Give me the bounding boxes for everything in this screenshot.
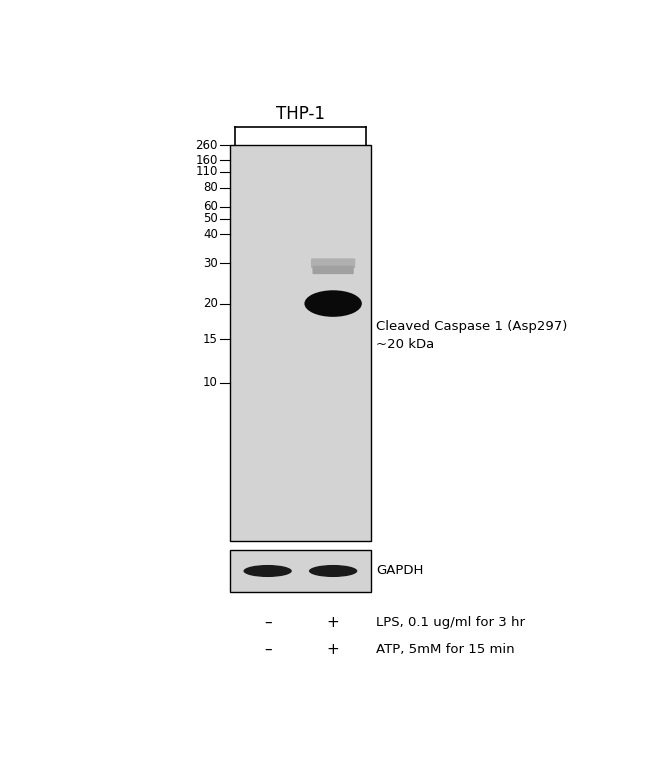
Text: 80: 80 <box>203 181 218 194</box>
Text: 15: 15 <box>203 332 218 346</box>
Text: GAPDH: GAPDH <box>376 564 423 578</box>
Text: +: + <box>327 642 339 657</box>
Text: ATP, 5mM for 15 min: ATP, 5mM for 15 min <box>376 643 515 656</box>
Text: 10: 10 <box>203 376 218 389</box>
Text: 160: 160 <box>196 154 218 166</box>
Ellipse shape <box>309 565 358 577</box>
Text: –: – <box>264 642 272 657</box>
Text: 20: 20 <box>203 297 218 310</box>
Text: 110: 110 <box>196 165 218 179</box>
FancyBboxPatch shape <box>311 259 356 268</box>
Text: 50: 50 <box>203 212 218 225</box>
Text: THP-1: THP-1 <box>276 105 325 123</box>
Text: Cleaved Caspase 1 (Asp297)
~20 kDa: Cleaved Caspase 1 (Asp297) ~20 kDa <box>376 320 567 351</box>
Bar <box>230 550 371 592</box>
Ellipse shape <box>304 290 362 317</box>
FancyBboxPatch shape <box>313 266 354 274</box>
Text: LPS, 0.1 ug/ml for 3 hr: LPS, 0.1 ug/ml for 3 hr <box>376 615 525 629</box>
Text: 30: 30 <box>203 256 218 270</box>
Text: 260: 260 <box>196 139 218 152</box>
Text: –: – <box>264 615 272 630</box>
Ellipse shape <box>244 565 292 577</box>
Text: +: + <box>327 615 339 630</box>
Text: 60: 60 <box>203 200 218 213</box>
Bar <box>230 145 371 541</box>
Text: 40: 40 <box>203 228 218 241</box>
